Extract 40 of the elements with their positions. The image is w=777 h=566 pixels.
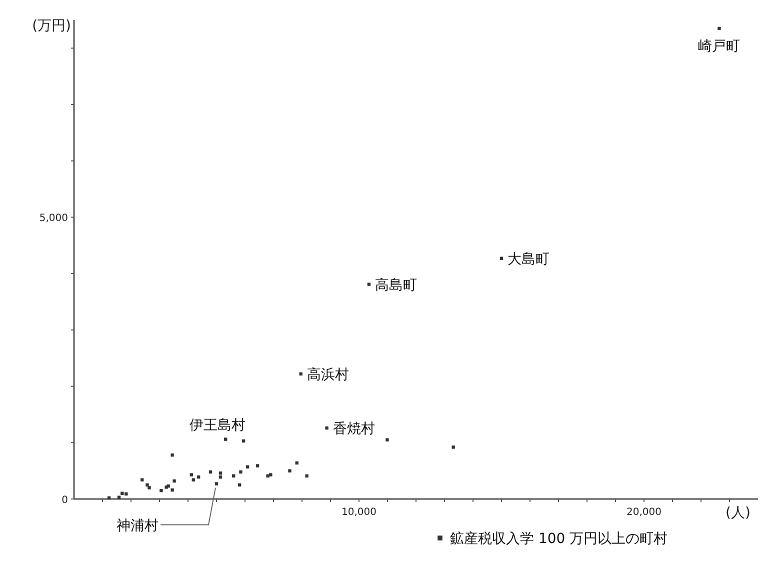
annotation: 高島町: [374, 277, 417, 294]
x-tick-label: 20,000: [626, 507, 662, 518]
point: [172, 479, 176, 483]
point: [256, 464, 260, 468]
point: [192, 478, 196, 482]
y-axis-title: (万円): [32, 18, 71, 34]
point: [325, 426, 328, 430]
point: [166, 484, 170, 488]
x-tick-label: 10,000: [342, 507, 376, 518]
point: [224, 438, 228, 441]
point: [367, 282, 371, 286]
point: [288, 469, 292, 472]
point: [214, 482, 218, 486]
point: [718, 26, 721, 30]
point: [305, 474, 308, 478]
point: [386, 438, 389, 442]
point: [146, 483, 149, 487]
y-tick-label: 0: [62, 495, 68, 506]
point: [140, 478, 144, 482]
x-axis-title: (人): [726, 505, 750, 521]
annotation: 崎戸町: [698, 38, 740, 54]
point: [269, 473, 272, 476]
point: [239, 470, 242, 474]
point: [170, 488, 174, 492]
point: [148, 486, 151, 490]
legend: 鉱産税収入学 100 万円以上の町村: [438, 531, 668, 547]
annotation: 高浜村: [306, 366, 349, 383]
point: [120, 492, 124, 495]
point: [160, 488, 163, 492]
annotation: 大島町: [508, 251, 550, 268]
annotation: 伊王島村: [190, 417, 246, 434]
annotation: 神浦村: [116, 518, 158, 534]
annotation: 香焼村: [332, 420, 375, 437]
point: [117, 496, 121, 499]
point: [452, 446, 455, 449]
point: [190, 473, 194, 476]
point: [170, 453, 174, 457]
point: [124, 492, 128, 496]
y-tick-label: 5,000: [39, 213, 68, 224]
point: [266, 474, 270, 478]
